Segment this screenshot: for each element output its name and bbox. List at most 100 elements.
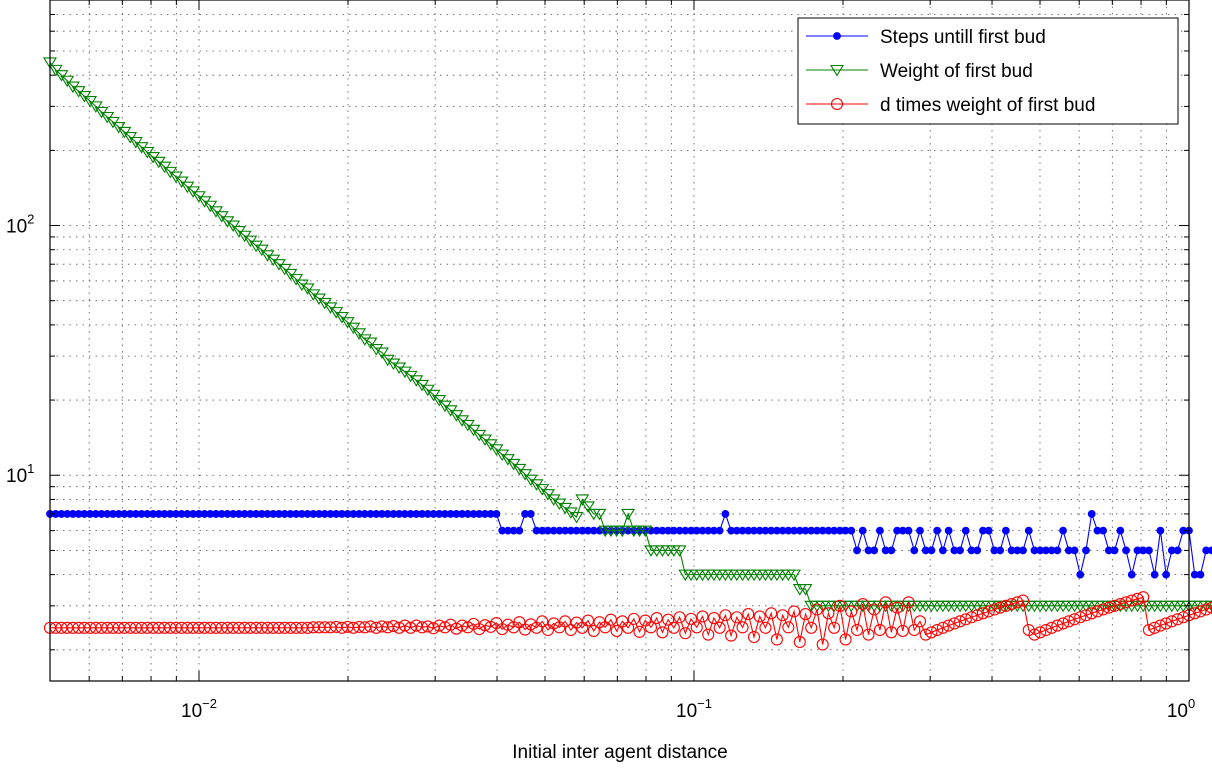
data-point [1196, 570, 1205, 579]
data-point [805, 621, 818, 634]
data-point [1079, 609, 1093, 622]
data-point [862, 628, 875, 641]
data-point [919, 628, 932, 641]
data-point [492, 510, 501, 518]
data-point [850, 623, 864, 637]
data-point [988, 603, 1001, 616]
legend-label: d times weight of first bud [880, 95, 1095, 116]
data-point [707, 612, 720, 625]
data-point [1131, 592, 1144, 605]
data-point [526, 510, 535, 518]
data-point [736, 621, 749, 634]
data-point [254, 244, 269, 257]
legend: Steps untill first bud Weight of first bu… [797, 17, 1179, 125]
data-point [60, 75, 75, 88]
data-point [1114, 597, 1127, 611]
data-point [1059, 526, 1067, 535]
data-point [357, 334, 372, 346]
data-point [1162, 570, 1171, 579]
data-point [976, 607, 989, 620]
data-point [799, 608, 812, 621]
data-point [870, 546, 879, 555]
data-point [828, 621, 841, 634]
data-point [622, 621, 635, 634]
data-point [1145, 546, 1153, 555]
data-point [1165, 615, 1178, 628]
data-point [604, 613, 617, 626]
data-point [1097, 603, 1110, 616]
data-point [798, 584, 813, 596]
data-point [776, 609, 789, 622]
data-point [1125, 594, 1138, 607]
data-point [461, 621, 474, 634]
data-point [627, 612, 640, 625]
data-point [569, 512, 584, 524]
data-point [925, 626, 938, 639]
data-point [782, 621, 795, 634]
data-point [374, 347, 389, 360]
data-point [822, 607, 835, 620]
data-point [971, 609, 984, 622]
data-point [830, 97, 844, 111]
data-point [999, 599, 1012, 612]
data-point [1194, 605, 1207, 618]
data-point [944, 526, 953, 535]
data-point [876, 526, 884, 535]
data-point [478, 619, 492, 632]
data-point [931, 623, 944, 637]
data-point [982, 605, 995, 618]
data-point [690, 621, 703, 634]
x-tick-label: 10−2 [181, 696, 217, 722]
data-point [873, 623, 886, 637]
series-line [50, 596, 1212, 645]
x-tick-label: 10−1 [676, 696, 712, 722]
data-point [536, 615, 549, 628]
data-point [910, 546, 919, 555]
data-point [1127, 570, 1136, 579]
data-point [644, 621, 658, 634]
data-point [352, 328, 367, 340]
data-point [770, 633, 783, 646]
data-point [633, 625, 646, 638]
legend-label: Weight of first bud [880, 61, 1033, 82]
data-point [793, 635, 806, 649]
data-point [927, 546, 936, 555]
data-point [713, 621, 726, 634]
data-point [858, 526, 867, 535]
data-point [581, 501, 595, 513]
series-0 [46, 510, 1212, 579]
data-point [501, 618, 514, 631]
data-point [1005, 597, 1018, 611]
data-point [518, 469, 533, 481]
data-point [684, 612, 698, 625]
data-point [938, 546, 947, 555]
data-point [765, 607, 778, 620]
data-point [587, 624, 600, 637]
data-point [959, 613, 972, 626]
data-point [973, 546, 982, 555]
data-point [942, 619, 955, 632]
data-point [306, 289, 321, 301]
data-point [1207, 546, 1212, 555]
data-point [1099, 526, 1108, 535]
legend-item: Steps untill first bud [806, 27, 1046, 48]
data-point [1108, 599, 1121, 612]
data-point [294, 279, 309, 292]
data-point [1150, 570, 1159, 579]
data-point [369, 344, 384, 356]
data-point [984, 526, 993, 535]
data-point [887, 546, 896, 555]
data-point [833, 599, 846, 612]
data-point [1051, 619, 1064, 632]
data-point [220, 216, 235, 228]
data-point [904, 526, 913, 535]
data-point [552, 498, 567, 511]
x-tick-labels: 10−2 10−1 100 [181, 696, 1195, 722]
data-point [742, 608, 755, 621]
x-axis-label: Initial inter agent distance [512, 742, 727, 763]
legend-items: Steps untill first bud Weight of first bu… [806, 27, 1095, 116]
data-point [1028, 628, 1041, 641]
data-point [1102, 601, 1115, 614]
data-point [610, 624, 623, 637]
data-point [1057, 617, 1070, 630]
